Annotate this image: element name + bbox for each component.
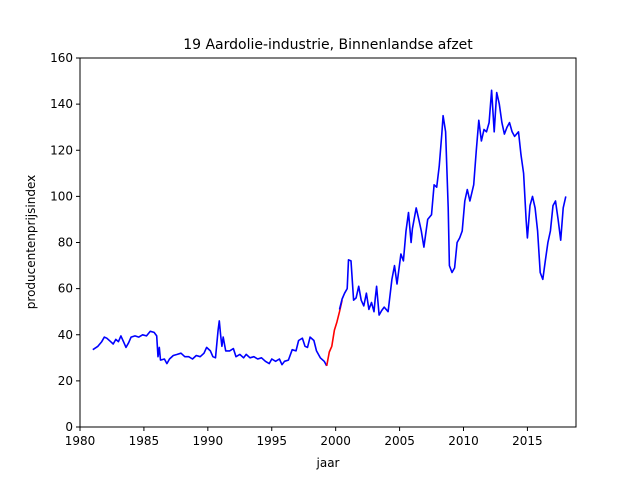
y-tick-label: 20 bbox=[58, 374, 73, 388]
x-axis-label: jaar bbox=[316, 456, 340, 470]
y-tick-label: 100 bbox=[50, 189, 73, 203]
x-tick-label: 1990 bbox=[193, 434, 224, 448]
y-tick-label: 0 bbox=[65, 420, 73, 434]
series-line-2 bbox=[325, 300, 343, 367]
x-axis: 1980 1985 1990 1995 2000 2005 2010 2015 bbox=[65, 427, 543, 448]
y-tick-label: 120 bbox=[50, 143, 73, 157]
chart-title: 19 Aardolie-industrie, Binnenlandse afze… bbox=[183, 37, 473, 53]
series-layer bbox=[92, 89, 567, 367]
x-tick-label: 1995 bbox=[256, 434, 287, 448]
x-tick-label: 2000 bbox=[320, 434, 351, 448]
y-axis: 0 20 40 60 80 100 120 140 160 bbox=[50, 51, 80, 434]
y-tick-label: 60 bbox=[58, 282, 73, 296]
y-tick-label: 80 bbox=[58, 236, 73, 250]
x-tick-label: 2010 bbox=[448, 434, 479, 448]
x-tick-label: 1985 bbox=[129, 434, 160, 448]
x-tick-label: 1980 bbox=[65, 434, 96, 448]
series-line-3 bbox=[338, 89, 567, 316]
y-tick-label: 160 bbox=[50, 51, 73, 65]
x-tick-label: 2005 bbox=[384, 434, 415, 448]
series-line-1 bbox=[92, 320, 328, 367]
y-tick-label: 40 bbox=[58, 328, 73, 342]
x-tick-label: 2015 bbox=[512, 434, 543, 448]
y-axis-label: producentenprijsindex bbox=[24, 175, 38, 309]
y-tick-label: 140 bbox=[50, 97, 73, 111]
